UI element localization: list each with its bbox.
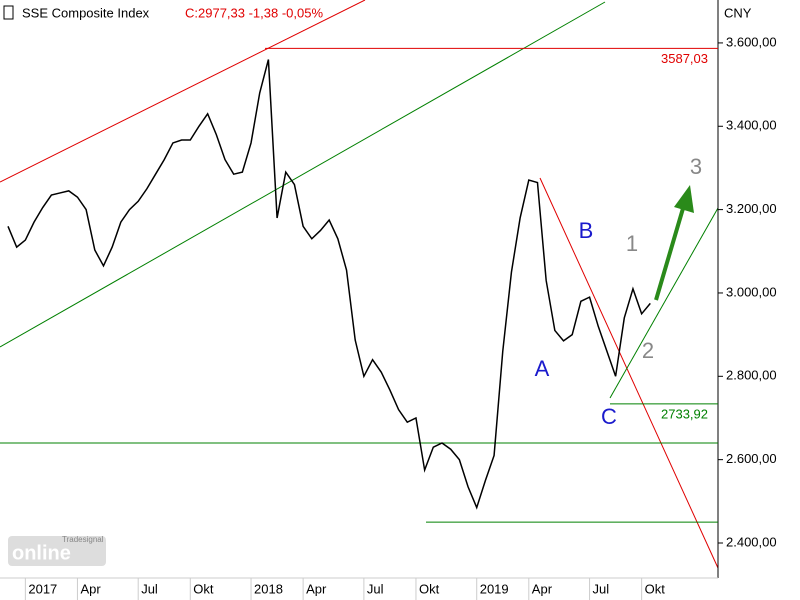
wave-label: 3 bbox=[690, 154, 702, 179]
trend-line bbox=[609, 207, 719, 399]
wave-label: 2 bbox=[642, 338, 654, 363]
y-tick-label: 3.200,00 bbox=[726, 201, 777, 216]
x-tick-label: Jul bbox=[141, 581, 158, 596]
price-line bbox=[7, 59, 651, 510]
level-label: 3587,03 bbox=[661, 51, 708, 66]
wave-label: 1 bbox=[626, 231, 638, 256]
x-tick-label: Okt bbox=[193, 581, 214, 596]
x-tick-label: Okt bbox=[645, 581, 666, 596]
y-tick-label: 3.400,00 bbox=[726, 118, 777, 133]
x-tick-label: Apr bbox=[80, 581, 101, 596]
x-tick-label: Jul bbox=[593, 581, 610, 596]
trend-line bbox=[0, 1, 606, 348]
wave-label: C bbox=[601, 404, 617, 429]
chart-title: SSE Composite Index bbox=[22, 5, 150, 20]
y-tick-label: 2.600,00 bbox=[726, 451, 777, 466]
wave-label: A bbox=[535, 356, 550, 381]
quote: C:2977,33 -1,38 -0,05% bbox=[185, 5, 323, 20]
x-tick-label: 2018 bbox=[254, 581, 283, 596]
arrow-head bbox=[674, 185, 694, 213]
x-tick-label: 2017 bbox=[28, 581, 57, 596]
watermark: Tradesignal bbox=[62, 535, 104, 544]
x-tick-label: Okt bbox=[419, 581, 440, 596]
y-tick-label: 2.400,00 bbox=[726, 534, 777, 549]
y-tick-label: 3.600,00 bbox=[726, 34, 777, 49]
x-tick-label: Apr bbox=[532, 581, 553, 596]
x-tick-label: 2019 bbox=[480, 581, 509, 596]
currency: CNY bbox=[724, 5, 752, 20]
trend-line bbox=[0, 0, 366, 183]
arrow bbox=[654, 204, 686, 301]
watermark-box bbox=[8, 536, 106, 566]
x-tick-label: Jul bbox=[367, 581, 384, 596]
y-tick-label: 2.800,00 bbox=[726, 368, 777, 383]
symbol-icon[interactable] bbox=[3, 5, 14, 20]
level-label: 2733,92 bbox=[661, 406, 708, 421]
wave-label: B bbox=[579, 218, 594, 243]
watermark: online bbox=[12, 542, 71, 564]
y-tick-label: 3.000,00 bbox=[726, 284, 777, 299]
trend-line bbox=[539, 177, 719, 569]
x-tick-label: Apr bbox=[306, 581, 327, 596]
